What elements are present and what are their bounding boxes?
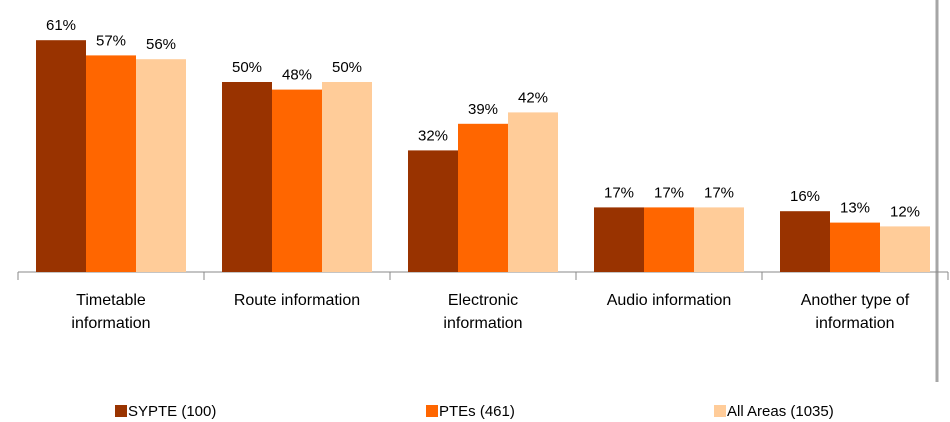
data-label: 48%: [282, 67, 312, 84]
bar: [830, 222, 880, 272]
legend-label: All Areas (1035): [727, 403, 834, 420]
bar: [36, 40, 86, 273]
data-label: 57%: [96, 32, 126, 49]
bar: [408, 150, 458, 272]
data-label: 61%: [46, 17, 76, 34]
legend-swatch: [714, 405, 726, 417]
data-label: 17%: [704, 184, 734, 201]
x-tick-label: Electronic information: [443, 292, 523, 332]
data-label: 13%: [840, 200, 870, 217]
legend-swatch: [426, 405, 438, 417]
bar: [272, 89, 322, 272]
data-label: 42%: [518, 89, 548, 106]
data-label: 17%: [654, 184, 684, 201]
x-tick-label: Route information: [233, 292, 361, 309]
x-tick-label: Timetable information: [71, 292, 151, 332]
x-tick-label: Another type of information: [800, 292, 910, 332]
bar: [780, 211, 830, 272]
data-label: 50%: [232, 59, 262, 76]
bar: [644, 207, 694, 272]
data-label: 32%: [418, 127, 448, 144]
bar: [322, 82, 372, 272]
data-label: 50%: [332, 59, 362, 76]
bar: [86, 55, 136, 273]
bar: [458, 123, 508, 272]
bar: [136, 59, 186, 273]
bar: [694, 207, 744, 272]
data-label: 39%: [468, 101, 498, 118]
legend-swatch: [115, 405, 127, 417]
bar: [880, 226, 930, 272]
data-label: 12%: [890, 203, 920, 220]
data-label: 16%: [790, 188, 820, 205]
data-label: 17%: [604, 184, 634, 201]
bar: [508, 112, 558, 273]
bar: [222, 82, 272, 272]
x-tick-label: Audio information: [606, 292, 732, 309]
data-label: 56%: [146, 36, 176, 53]
legend-label: PTEs (461): [439, 403, 515, 420]
bar: [594, 207, 644, 272]
legend-label: SYPTE (100): [128, 403, 216, 420]
